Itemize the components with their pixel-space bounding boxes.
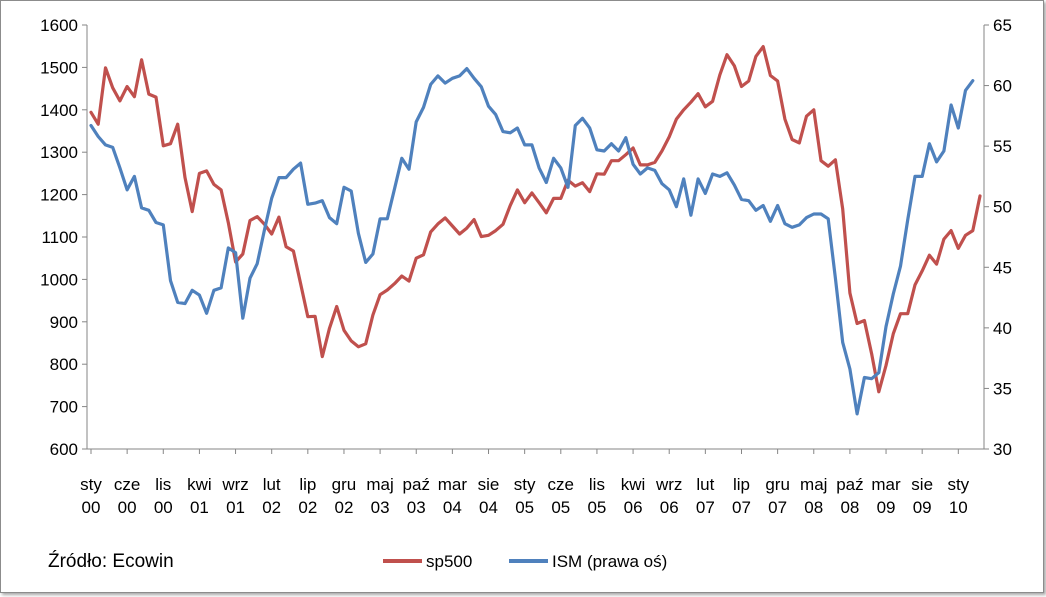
right-tick-label: 45	[993, 258, 1012, 277]
x-tick-label-year: 05	[515, 498, 534, 517]
right-tick-label: 40	[993, 319, 1012, 338]
x-tick-label: cze	[114, 475, 140, 494]
x-tick-label-year: 04	[443, 498, 462, 517]
left-tick-label: 1100	[41, 228, 78, 247]
x-tick-label-year: 07	[768, 498, 787, 517]
x-tick-label: sty	[947, 475, 969, 494]
x-tick-label-year: 06	[624, 498, 643, 517]
left-tick-label: 1400	[40, 101, 78, 120]
source-label: Źródło: Ecowin	[48, 551, 174, 572]
x-tick-label: maj	[366, 475, 393, 494]
x-tick-label: sie	[478, 475, 500, 494]
x-tick-label-year: 07	[696, 498, 715, 517]
axes: 6007008009001000110012001300140015001600…	[40, 16, 1012, 517]
legend-label-ism: ISM (prawa oś)	[552, 552, 667, 571]
x-tick-label: wrz	[655, 475, 682, 494]
x-tick-label: kwi	[187, 475, 212, 494]
right-tick-label: 30	[993, 440, 1012, 459]
x-tick-label: sty	[514, 475, 536, 494]
right-tick-label: 35	[993, 379, 1012, 398]
left-tick-label: 1600	[40, 16, 78, 35]
left-tick-label: 700	[50, 398, 78, 417]
x-tick-label-year: 00	[82, 498, 101, 517]
x-tick-label-year: 03	[407, 498, 426, 517]
legend-label-sp500: sp500	[426, 552, 472, 571]
series-lines	[89, 44, 982, 416]
x-tick-label-year: 08	[840, 498, 859, 517]
x-tick-label: lut	[696, 475, 714, 494]
x-tick-label-year: 03	[371, 498, 390, 517]
x-tick-label: lis	[155, 475, 171, 494]
series-line-ism	[89, 66, 975, 416]
x-tick-label-year: 02	[335, 498, 354, 517]
x-tick-label: maj	[800, 475, 827, 494]
x-tick-label: gru	[765, 475, 790, 494]
x-tick-label-year: 06	[660, 498, 679, 517]
left-tick-label: 1500	[40, 58, 78, 77]
x-tick-label-year: 01	[226, 498, 245, 517]
x-tick-label: gru	[332, 475, 357, 494]
right-tick-label: 50	[993, 198, 1012, 217]
x-tick-label: lip	[733, 475, 750, 494]
x-tick-label-year: 05	[587, 498, 606, 517]
x-tick-label-year: 07	[732, 498, 751, 517]
x-tick-label: lis	[589, 475, 605, 494]
x-tick-label: lip	[299, 475, 316, 494]
x-tick-label: lut	[263, 475, 281, 494]
x-tick-label: sie	[911, 475, 933, 494]
x-tick-label: cze	[548, 475, 574, 494]
x-tick-label: paź	[403, 475, 430, 494]
x-tick-label: sty	[80, 475, 102, 494]
x-tick-label-year: 00	[118, 498, 137, 517]
x-tick-label: wrz	[221, 475, 248, 494]
x-tick-label-year: 09	[877, 498, 896, 517]
x-tick-label-year: 02	[262, 498, 281, 517]
x-tick-label-year: 10	[949, 498, 968, 517]
x-tick-label: mar	[438, 475, 468, 494]
legend: sp500 ISM (prawa oś)	[383, 552, 667, 571]
x-tick-label: mar	[871, 475, 901, 494]
left-tick-label: 800	[50, 355, 78, 374]
left-tick-label: 1300	[40, 143, 78, 162]
x-tick-label-year: 05	[551, 498, 570, 517]
left-tick-label: 600	[50, 440, 78, 459]
right-tick-label: 55	[993, 137, 1012, 156]
x-tick-label-year: 04	[479, 498, 498, 517]
left-tick-label: 900	[50, 313, 78, 332]
right-tick-label: 60	[993, 77, 1012, 96]
x-tick-label: kwi	[621, 475, 646, 494]
left-tick-label: 1200	[40, 186, 78, 205]
x-tick-label-year: 02	[298, 498, 317, 517]
right-tick-label: 65	[993, 16, 1012, 35]
x-tick-label-year: 01	[190, 498, 209, 517]
x-tick-label-year: 09	[913, 498, 932, 517]
x-tick-label-year: 08	[804, 498, 823, 517]
series-line-sp500	[89, 44, 982, 394]
x-tick-label: paź	[836, 475, 863, 494]
left-tick-label: 1000	[40, 270, 78, 289]
x-tick-label-year: 00	[154, 498, 173, 517]
